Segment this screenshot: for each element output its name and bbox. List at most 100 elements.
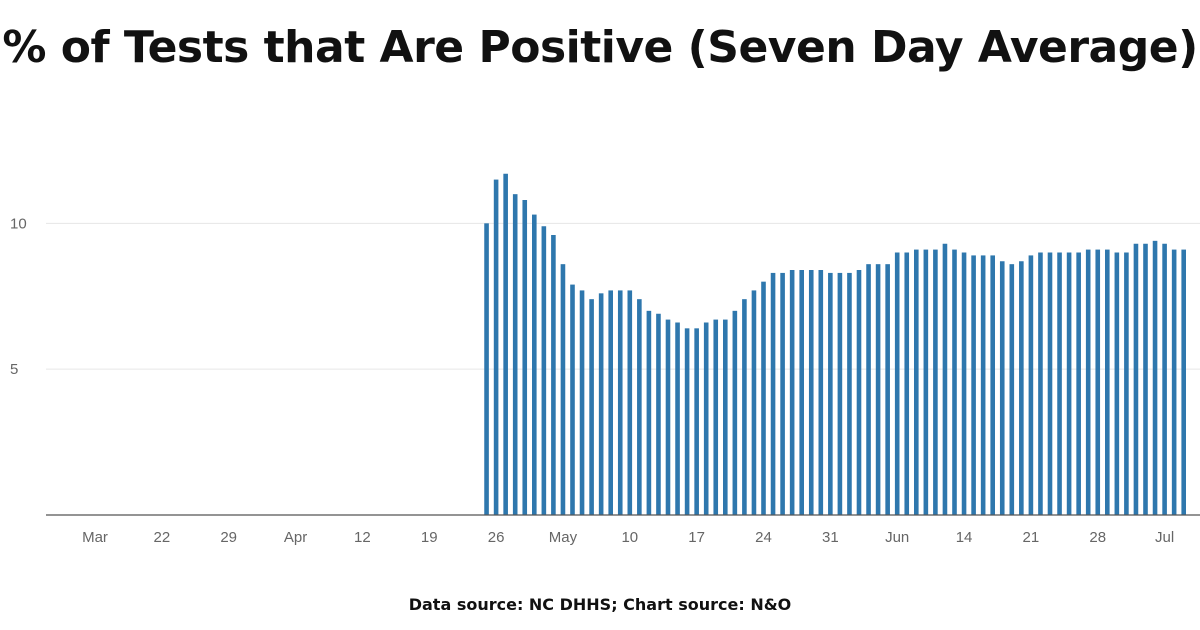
bar (847, 272, 852, 515)
bar (541, 226, 547, 515)
bar (723, 319, 728, 515)
x-tick-label: May (549, 529, 578, 546)
bar (742, 299, 747, 515)
source-note: Data source: NC DHHS; Chart source: N&O (408, 595, 792, 614)
bar (799, 270, 804, 515)
bar (503, 173, 508, 515)
bar (608, 290, 613, 515)
bar (1133, 243, 1139, 515)
bar (952, 249, 957, 515)
bars (484, 173, 1186, 516)
chart-title: % of Tests that Are Positive (Seven Day … (2, 22, 1198, 73)
bar (665, 319, 671, 515)
bar (684, 328, 690, 515)
bar (1009, 264, 1015, 515)
bar (980, 255, 986, 515)
bar (1066, 252, 1072, 515)
x-tick-label: 12 (354, 529, 371, 546)
y-tick-label: 10 (10, 215, 27, 232)
bar (1181, 249, 1186, 515)
bar (675, 322, 680, 515)
bar (551, 235, 556, 515)
x-tick-label: 14 (956, 529, 973, 546)
bar (589, 299, 594, 515)
x-tick-label: Jun (885, 529, 909, 546)
bar (1047, 252, 1053, 515)
bar (780, 272, 785, 515)
bar (866, 264, 871, 515)
bar (484, 223, 489, 515)
bar (1143, 243, 1148, 515)
x-tick-label: 17 (688, 529, 705, 546)
bar (493, 179, 499, 516)
x-tick-label: Mar (82, 529, 108, 546)
bar (694, 328, 699, 515)
bar (656, 313, 661, 515)
bar (942, 243, 948, 515)
bar (646, 310, 652, 515)
bar (1124, 252, 1129, 515)
bar (1085, 249, 1091, 515)
x-tick-label: Apr (284, 529, 307, 546)
y-tick-labels: 5 10 (10, 215, 27, 378)
bar (1105, 249, 1110, 515)
x-tick-label: 10 (621, 529, 638, 546)
bar (999, 261, 1005, 515)
bar (789, 270, 795, 515)
y-tick-label: 5 (10, 361, 18, 378)
bar (761, 281, 766, 515)
grid-lines (46, 222, 1200, 370)
bar (770, 272, 776, 515)
bar (532, 214, 537, 515)
bar (1152, 240, 1158, 515)
x-tick-label: 31 (822, 529, 839, 546)
bar (818, 270, 824, 515)
bar (627, 290, 633, 515)
bar (512, 194, 518, 515)
bar (990, 255, 995, 515)
bar (1162, 243, 1167, 515)
bar (856, 270, 862, 515)
bar (570, 284, 575, 515)
bar (598, 293, 604, 515)
x-tick-label: 24 (755, 529, 772, 546)
bar (637, 299, 642, 515)
x-tick-labels: Mar 22 29 Apr 12 19 26 May 10 17 24 31 Jun 14 21 28 Jul (82, 529, 1174, 546)
bar (560, 264, 566, 515)
bar (1076, 252, 1081, 515)
bar (1114, 252, 1120, 515)
bar (579, 290, 585, 515)
bar (885, 264, 890, 515)
bar (1171, 249, 1177, 515)
bar (971, 255, 976, 515)
bar (1028, 255, 1034, 515)
bar (808, 270, 814, 515)
bar (1019, 261, 1024, 515)
bar (617, 290, 623, 515)
bar (522, 200, 528, 515)
bar (1095, 249, 1101, 515)
bar (894, 252, 900, 515)
x-tick-label: 29 (220, 529, 237, 546)
bar (875, 264, 881, 515)
x-tick-label: 21 (1023, 529, 1040, 546)
x-tick-label: 19 (421, 529, 438, 546)
bar (1057, 252, 1062, 515)
x-tick-label: 26 (488, 529, 505, 546)
bar (751, 290, 757, 515)
bar (1038, 252, 1043, 515)
x-tick-label: 28 (1089, 529, 1106, 546)
bar (837, 272, 843, 515)
bar (914, 249, 919, 515)
bar (828, 272, 833, 515)
bar (732, 310, 738, 515)
bar-chart: 5 10 Mar 22 29 Apr 12 19 26 May 10 17 24 31 Jun 14 21 28… (10, 173, 1200, 546)
bar (703, 322, 709, 515)
x-tick-label: 22 (154, 529, 171, 546)
bar (923, 249, 929, 515)
bar (904, 252, 910, 515)
x-tick-label: Jul (1155, 529, 1174, 546)
bar (713, 319, 719, 515)
bar (961, 252, 967, 515)
bar (933, 249, 938, 515)
